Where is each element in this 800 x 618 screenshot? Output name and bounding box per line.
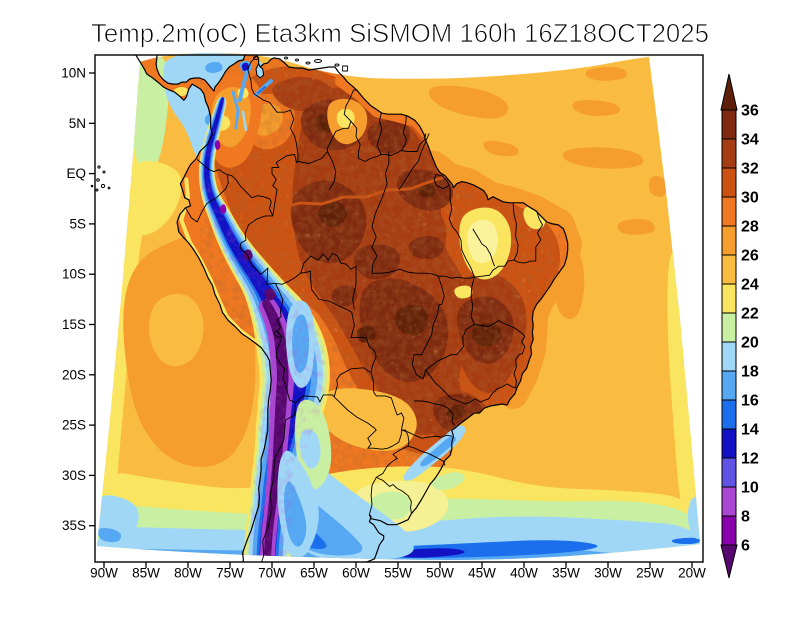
svg-text:28: 28 [741, 219, 759, 236]
svg-text:70W: 70W [258, 566, 286, 581]
svg-text:30: 30 [741, 190, 759, 207]
svg-text:25S: 25S [62, 418, 86, 433]
svg-text:5N: 5N [69, 116, 86, 131]
svg-text:Temp.2m(oC) Eta3km SiSMOM 160h: Temp.2m(oC) Eta3km SiSMOM 160h 16Z18OCT2… [91, 20, 709, 48]
svg-text:18: 18 [741, 364, 759, 381]
svg-text:26: 26 [741, 248, 759, 265]
svg-text:10S: 10S [62, 267, 86, 282]
svg-text:55W: 55W [384, 566, 412, 581]
svg-text:30W: 30W [594, 566, 622, 581]
svg-text:14: 14 [741, 422, 759, 439]
svg-text:6: 6 [741, 538, 750, 555]
svg-text:25W: 25W [636, 566, 664, 581]
svg-text:40W: 40W [510, 566, 538, 581]
svg-text:60W: 60W [342, 566, 370, 581]
svg-text:15S: 15S [62, 317, 86, 332]
svg-text:80W: 80W [174, 566, 202, 581]
svg-text:8: 8 [741, 509, 750, 526]
svg-text:20W: 20W [678, 566, 706, 581]
svg-text:50W: 50W [426, 566, 454, 581]
svg-text:32: 32 [741, 161, 759, 178]
svg-text:35S: 35S [62, 518, 86, 533]
svg-text:16: 16 [741, 393, 759, 410]
svg-text:36: 36 [741, 103, 759, 120]
svg-text:34: 34 [741, 132, 759, 149]
svg-text:45W: 45W [468, 566, 496, 581]
svg-text:24: 24 [741, 277, 759, 294]
svg-text:10N: 10N [61, 66, 86, 81]
svg-text:10: 10 [741, 480, 759, 497]
svg-text:30S: 30S [62, 468, 86, 483]
svg-text:85W: 85W [132, 566, 160, 581]
svg-text:5S: 5S [69, 216, 86, 231]
svg-text:75W: 75W [216, 566, 244, 581]
svg-text:65W: 65W [300, 566, 328, 581]
svg-text:EQ: EQ [66, 166, 86, 181]
svg-text:22: 22 [741, 306, 759, 323]
svg-text:20S: 20S [62, 367, 86, 382]
svg-text:12: 12 [741, 451, 759, 468]
svg-text:35W: 35W [552, 566, 580, 581]
svg-text:90W: 90W [90, 566, 118, 581]
svg-text:20: 20 [741, 335, 759, 352]
